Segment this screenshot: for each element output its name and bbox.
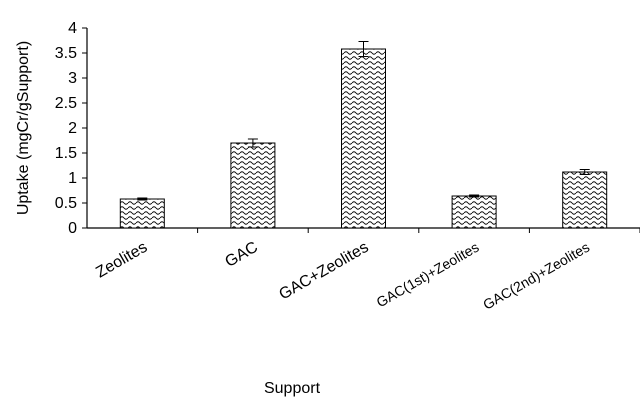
y-axis-title: Uptake (mgCr/gSupport): [15, 41, 32, 215]
y-tick-label: 0.5: [55, 195, 77, 212]
y-tick-label: 2.5: [55, 95, 77, 112]
bar: [119, 198, 165, 229]
y-tick-label: 4: [68, 20, 77, 37]
y-tick-label: 2: [68, 120, 77, 137]
category-label: Zeolites: [93, 239, 150, 282]
bar: [341, 48, 386, 229]
bar: [562, 171, 608, 229]
category-label: GAC: [222, 239, 261, 271]
bar: [230, 142, 276, 229]
y-tick-label: 0: [68, 220, 77, 237]
y-tick-label: 3: [68, 70, 77, 87]
plot-area: 0 0.5 1 1.5 2 2.5 3 3.5 4 Zeolites GAC GAC+Zeolites…: [55, 20, 640, 313]
category-label: GAC(1st)+Zeolites: [374, 239, 482, 311]
y-tick-label: 1: [68, 170, 77, 187]
bar: [451, 195, 497, 229]
category-label: GAC+Zeolites: [276, 239, 371, 304]
category-label: GAC(2nd)+Zeolites: [480, 239, 592, 313]
y-tick-label: 3.5: [55, 45, 77, 62]
x-axis-title: Support: [264, 380, 321, 397]
y-tick-label: 1.5: [55, 145, 77, 162]
